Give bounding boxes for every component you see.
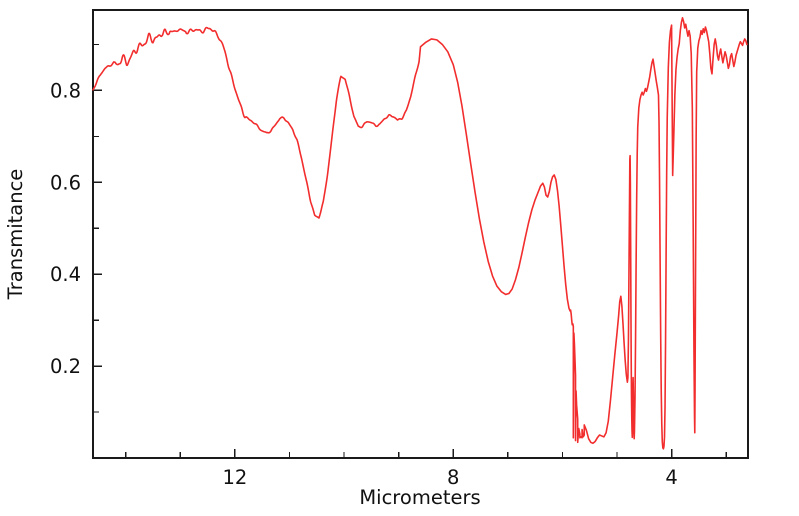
spectrum-line bbox=[92, 17, 748, 450]
y-axis-ticks bbox=[93, 43, 102, 413]
y-axis-title: Transmitance bbox=[4, 169, 27, 301]
x-tick-label: 4 bbox=[665, 466, 677, 489]
y-axis-tick-labels: 0.2 0.4 0.6 0.8 bbox=[50, 79, 81, 378]
y-tick-label: 0.6 bbox=[50, 171, 81, 194]
y-tick-label: 0.4 bbox=[50, 263, 81, 286]
x-axis-title: Micrometers bbox=[359, 486, 480, 509]
y-tick-label: 0.8 bbox=[50, 79, 81, 102]
x-axis-tick-labels: 12 8 4 bbox=[223, 466, 678, 489]
x-tick-label: 8 bbox=[447, 466, 459, 489]
plot-frame bbox=[92, 9, 749, 459]
axes-border bbox=[92, 9, 749, 459]
x-axis-ticks bbox=[125, 449, 727, 458]
x-tick-label: 12 bbox=[223, 466, 248, 489]
y-tick-label: 0.2 bbox=[50, 355, 81, 378]
